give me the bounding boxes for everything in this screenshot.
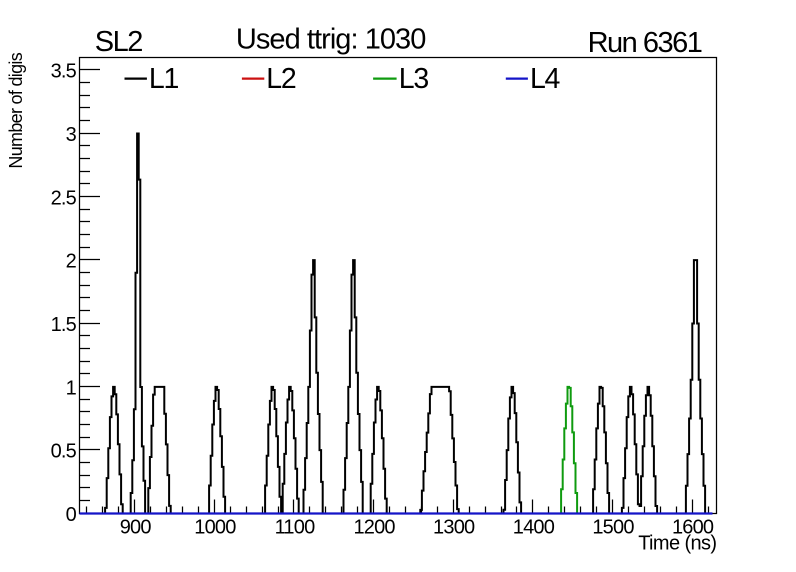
svg-text:1.5: 1.5	[51, 314, 77, 336]
svg-text:L2: L2	[266, 63, 296, 95]
svg-text:1400: 1400	[513, 517, 555, 539]
svg-text:1000: 1000	[194, 517, 236, 539]
svg-text:Used ttrig: 1030: Used ttrig: 1030	[236, 24, 426, 56]
svg-text:2.5: 2.5	[51, 187, 77, 209]
svg-text:900: 900	[120, 517, 152, 539]
svg-text:Number of digis: Number of digis	[6, 52, 26, 168]
svg-text:SL2: SL2	[95, 26, 142, 58]
svg-text:L4: L4	[530, 63, 561, 95]
svg-text:L3: L3	[399, 63, 429, 95]
svg-text:Run 6361: Run 6361	[588, 27, 702, 59]
svg-text:1300: 1300	[433, 517, 475, 539]
svg-text:1600: 1600	[672, 517, 714, 539]
svg-text:0: 0	[66, 504, 77, 526]
svg-text:1500: 1500	[592, 517, 634, 539]
svg-text:1: 1	[66, 377, 77, 399]
svg-text:3.5: 3.5	[51, 61, 77, 83]
svg-text:2: 2	[66, 251, 77, 273]
svg-text:Time (ns): Time (ns)	[638, 533, 716, 555]
svg-text:3: 3	[66, 124, 77, 146]
svg-text:L1: L1	[149, 63, 179, 95]
svg-text:1100: 1100	[275, 517, 315, 539]
svg-text:0.5: 0.5	[51, 441, 77, 463]
svg-text:1200: 1200	[353, 517, 395, 539]
